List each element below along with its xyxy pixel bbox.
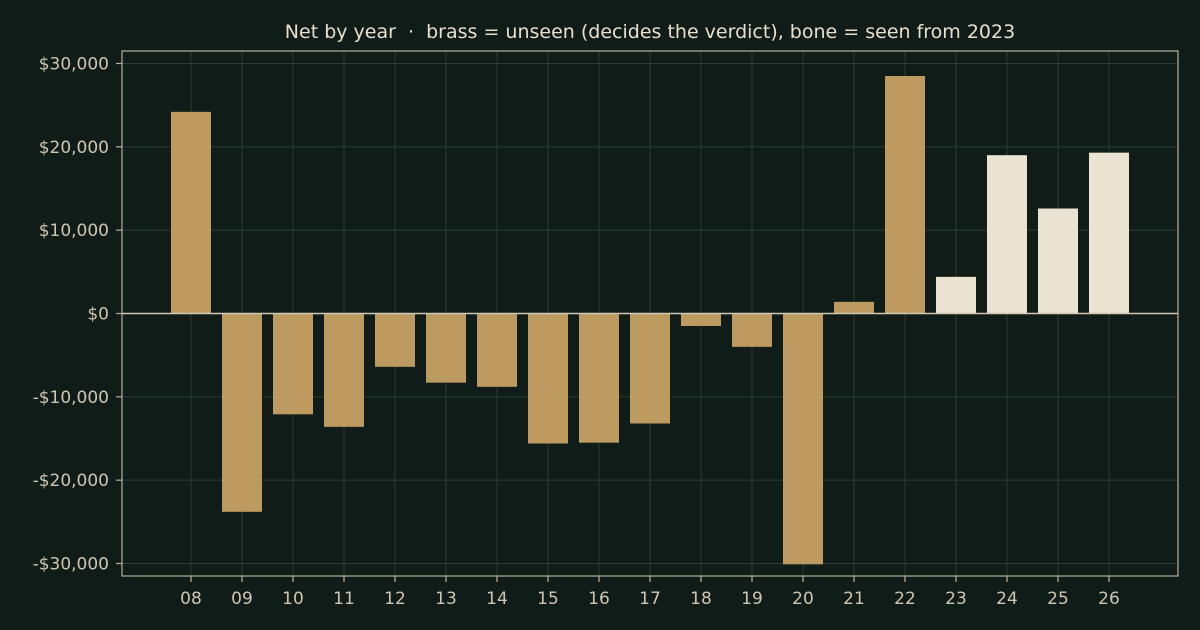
bar-13: [426, 313, 466, 383]
bar-11: [324, 313, 364, 427]
x-tick-label: 24: [996, 589, 1018, 609]
bar-26: [1089, 152, 1129, 314]
y-tick-label: -$10,000: [33, 388, 109, 408]
bar-12: [375, 313, 415, 367]
y-tick-label: $10,000: [39, 221, 109, 241]
x-tick-label: 18: [690, 589, 712, 609]
bar-16: [579, 313, 619, 443]
x-tick-label: 17: [639, 589, 661, 609]
x-tick-label: 26: [1098, 589, 1120, 609]
x-tick-label: 14: [486, 589, 508, 609]
bar-14: [477, 313, 517, 387]
bar-21: [834, 301, 874, 314]
bar-24: [987, 155, 1027, 314]
x-tick-label: 23: [945, 589, 967, 609]
bar-19: [732, 313, 772, 347]
y-tick-label: $20,000: [39, 138, 109, 158]
bar-23: [936, 276, 976, 314]
bar-18: [681, 313, 721, 326]
y-tick-label: $0: [87, 305, 109, 325]
bar-15: [528, 313, 568, 444]
x-tick-label: 15: [537, 589, 559, 609]
y-axis-ticks: $30,000 $20,000 $10,000 $0 -$10,000 -$20,000 -…: [33, 55, 122, 575]
x-tick-label: 21: [843, 589, 865, 609]
x-tick-label: 12: [384, 589, 406, 609]
y-tick-label: -$30,000: [33, 555, 109, 575]
y-tick-label: -$20,000: [33, 471, 109, 491]
x-tick-label: 22: [894, 589, 916, 609]
bar-08: [171, 111, 211, 314]
bar-17: [630, 313, 670, 424]
bar-20: [783, 313, 823, 565]
bar-25: [1038, 208, 1078, 314]
bar-10: [273, 313, 313, 415]
x-tick-label: 11: [333, 589, 355, 609]
x-tick-label: 19: [741, 589, 763, 609]
x-tick-label: 16: [588, 589, 610, 609]
x-tick-label: 08: [180, 589, 202, 609]
x-tick-label: 13: [435, 589, 457, 609]
x-tick-label: 20: [792, 589, 814, 609]
x-tick-label: 09: [231, 589, 253, 609]
bar-22: [885, 76, 925, 314]
y-tick-label: $30,000: [39, 55, 109, 75]
bars: [171, 76, 1129, 565]
x-tick-label: 10: [282, 589, 304, 609]
x-axis-ticks: 08 09 10 11 12 13 14 15 16 17 18 19 20 21 22 23 24 25 26: [180, 576, 1120, 609]
chart-title: Net by year · brass = unseen (decides th…: [285, 21, 1015, 43]
x-tick-label: 25: [1047, 589, 1069, 609]
bar-09: [222, 313, 262, 512]
